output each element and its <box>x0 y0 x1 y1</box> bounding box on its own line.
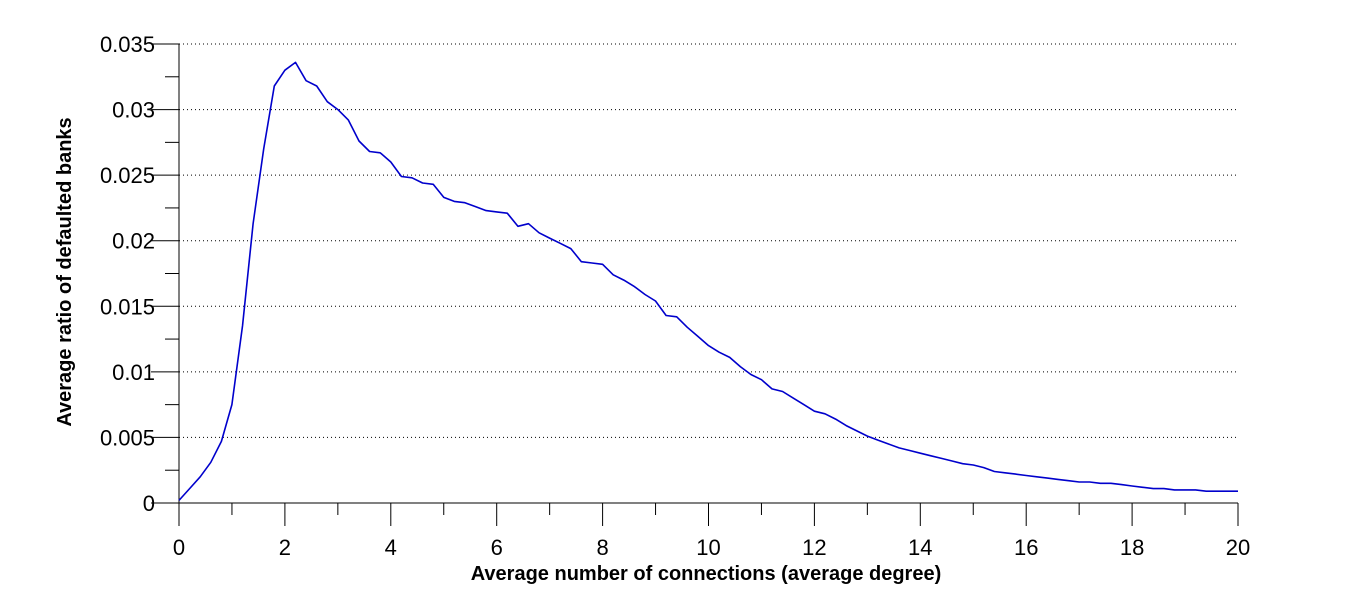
x-tick-label-1: 2 <box>279 535 291 560</box>
series-line-0 <box>178 61 1238 501</box>
ticks <box>151 43 1239 526</box>
x-tick-label-7: 14 <box>908 535 932 560</box>
y-tick-label-7: 0.035 <box>100 32 155 57</box>
x-tick-label-9: 18 <box>1120 535 1144 560</box>
y-tick-label-2: 0.01 <box>112 360 155 385</box>
grid-lines <box>179 43 1238 438</box>
x-axis-title: Average number of connections (average d… <box>471 563 942 585</box>
x-tick-label-2: 4 <box>385 535 397 560</box>
x-tick-label-6: 12 <box>802 535 826 560</box>
axes <box>178 44 1238 504</box>
x-tick-label-10: 20 <box>1226 535 1250 560</box>
y-tick-label-0: 0 <box>143 491 155 516</box>
x-tick-label-5: 10 <box>696 535 720 560</box>
series-lines <box>178 61 1238 501</box>
x-tick-label-8: 16 <box>1014 535 1038 560</box>
y-tick-label-5: 0.025 <box>100 163 155 188</box>
x-tick-label-0: 0 <box>173 535 185 560</box>
y-tick-label-4: 0.02 <box>112 229 155 254</box>
y-tick-label-3: 0.015 <box>100 294 155 319</box>
y-axis-title: Average ratio of defaulted banks <box>54 117 76 426</box>
tick-labels: 0 0.005 0.01 0.015 0.02 0.025 0.03 0.035 0 2 4 6 8 10… <box>100 32 1250 560</box>
x-tick-label-4: 8 <box>596 535 608 560</box>
y-tick-label-6: 0.03 <box>112 98 155 123</box>
x-tick-label-3: 6 <box>491 535 503 560</box>
y-tick-label-1: 0.005 <box>100 425 155 450</box>
